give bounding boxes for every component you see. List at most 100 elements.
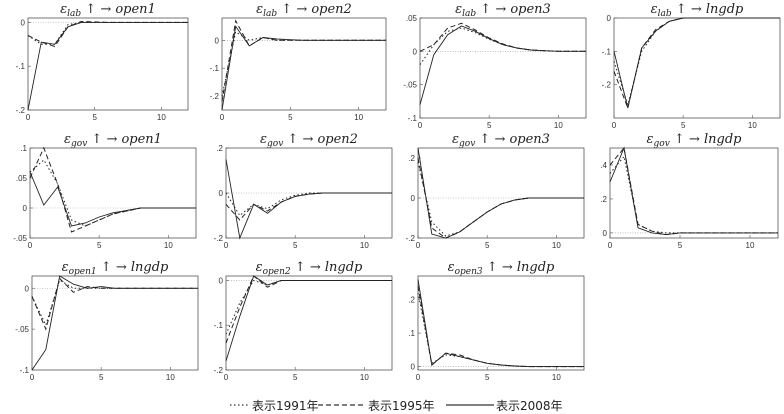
panel-gov-to-open3-title: εgov ↑ → open3 <box>452 132 550 149</box>
legend-label-2008: 表示2008年 <box>496 399 563 413</box>
panel-open1-to-lngdp-series-2008 <box>31 275 198 371</box>
panel-gov-to-lngdp-xtick-label: 0 <box>608 241 613 250</box>
panel-open1-to-lngdp-series-1991 <box>31 279 198 327</box>
panel-open2-to-lngdp-series-1991 <box>225 279 392 335</box>
panel-open3-to-lngdp-xtick-label: 5 <box>485 373 490 382</box>
panel-lab-to-open3-series-1991 <box>419 27 586 65</box>
panel-gov-to-lngdp-ytick-label: 0 <box>603 229 608 238</box>
panel-open3-to-lngdp-xtick-label: 0 <box>416 373 421 382</box>
panel-gov-to-open1-ytick-label: -.05 <box>13 234 27 243</box>
panel-lab-to-lngdp-xtick-label: 0 <box>612 121 617 130</box>
panel-lab-to-open1-ytick-label: -.1 <box>16 62 26 71</box>
panel-open3-to-lngdp-ytick-label: .2 <box>408 296 415 305</box>
panel-open2-to-lngdp-ytick-label: -.2 <box>214 366 224 375</box>
panel-gov-to-lngdp-xtick-label: 10 <box>746 241 755 250</box>
panel-gov-to-open3: εgov ↑ → open3-.20.20 5 10 <box>406 132 585 250</box>
panel-lab-to-open2: εlab ↑ → open2 -.2 -.1 0 0 5 10 <box>210 2 387 122</box>
panel-gov-to-open1-xtick-label: 5 <box>97 241 102 250</box>
panel-gov-to-open1-frame <box>29 147 197 239</box>
panel-gov-to-open3-ytick-label: -.2 <box>406 234 416 243</box>
panel-open3-to-lngdp-ytick-label: 0 <box>411 363 416 372</box>
panel-gov-to-open2-xtick-label: 10 <box>360 241 369 250</box>
panel-lab-to-open1-series-1991 <box>27 21 188 45</box>
panel-open1-to-lngdp-ytick-label: -.05 <box>15 325 29 334</box>
legend-label-1995: 表示1995年 <box>368 399 435 413</box>
panel-gov-to-open1-ytick-label: .1 <box>20 144 27 153</box>
panel-open1-to-lngdp-ytick-label: -.1 <box>20 366 30 375</box>
panel-gov-to-open2-xtick-label: 5 <box>293 241 298 250</box>
panel-lab-to-lngdp-title: εlab ↑ → lngdp <box>651 2 744 19</box>
panel-open3-to-lngdp-series-2008 <box>417 279 584 368</box>
panel-gov-to-open2-title: εgov ↑ → open2 <box>260 132 358 149</box>
panel-lab-to-open2-ytick-label: -.2 <box>210 92 220 101</box>
panel-gov-to-open1-ytick-label: .05 <box>16 174 28 183</box>
panel-gov-to-open2-ytick-label: .2 <box>216 144 223 153</box>
panel-lab-to-open1-title: εlab ↑ → open1 <box>60 2 156 19</box>
panel-open2-to-lngdp: εopen2 ↑ → lngdp -.2 -.1 0 0 5 10 <box>214 260 393 382</box>
panel-lab-to-lngdp: εlab ↑ → lngdp -.2 -.1 0 0 5 10 <box>602 2 781 130</box>
panel-lab-to-lngdp-ytick-label: -.1 <box>602 47 612 56</box>
panel-gov-to-lngdp-series-2008 <box>609 146 778 236</box>
panel-lab-to-open1-series-2008 <box>27 21 188 111</box>
panel-open1-to-lngdp-xtick-label: 0 <box>30 373 35 382</box>
panel-gov-to-open3-ytick-label: 0 <box>411 194 416 203</box>
panel-lab-to-open3-ytick-label: -.1 <box>408 114 418 123</box>
panel-gov-to-open2: εgov ↑ → open2-.20.20 5 10 <box>214 132 393 250</box>
panel-gov-to-open3-series-2008 <box>417 147 584 239</box>
panel-open3-to-lngdp-frame <box>417 275 585 371</box>
panel-gov-to-open3-ytick-label: .2 <box>408 154 415 163</box>
panel-gov-to-lngdp-series-1995 <box>609 146 778 236</box>
panel-gov-to-lngdp-series-1991 <box>609 155 778 234</box>
panel-open1-to-lngdp-xtick-label: 10 <box>166 373 175 382</box>
panel-lab-to-open3-ytick-label: -.05 <box>403 81 417 90</box>
panel-gov-to-lngdp-title: εgov ↑ → lngdp <box>647 132 743 149</box>
panel-gov-to-lngdp: εgov ↑ → lngdp 0 .2 .4 0 5 10 <box>600 132 779 250</box>
panel-gov-to-open1-series-1991 <box>29 159 196 227</box>
panel-open2-to-lngdp-ytick-label: -.1 <box>214 321 224 330</box>
panel-open1-to-lngdp-series-1995 <box>31 277 198 331</box>
panel-open3-to-lngdp: εopen3 ↑ → lngdp 0 .1 .2 0 5 10 <box>408 260 585 382</box>
panel-lab-to-lngdp-series-2008 <box>613 17 780 109</box>
panel-lab-to-open3-xtick-label: 0 <box>418 121 423 130</box>
panel-lab-to-lngdp-xtick-label: 10 <box>748 121 757 130</box>
panel-gov-to-open1-title: εgov ↑ → open1 <box>64 132 162 149</box>
panel-lab-to-open3-title: εlab ↑ → open3 <box>455 2 551 19</box>
panel-gov-to-open1: εgov ↑ → open1-.050.05.10 5 10 <box>13 132 197 250</box>
panel-lab-to-open3-series-2008 <box>419 25 586 105</box>
panel-lab-to-open3-ytick-label: .05 <box>406 14 418 23</box>
panel-gov-to-open3-xtick-label: 0 <box>416 241 421 250</box>
panel-gov-to-open1-ytick-label: 0 <box>23 204 28 213</box>
panel-lab-to-lngdp-xtick-label: 5 <box>681 121 686 130</box>
panel-lab-to-open3-xtick-label: 10 <box>554 121 563 130</box>
panel-open2-to-lngdp-series-1995 <box>225 275 392 344</box>
panel-gov-to-lngdp-frame <box>609 147 779 239</box>
panel-open2-to-lngdp-xtick-label: 10 <box>360 373 369 382</box>
panel-open2-to-lngdp-title: εopen2 ↑ → lngdp <box>256 260 363 277</box>
panel-lab-to-open2-frame <box>221 17 387 111</box>
panel-lab-to-open3-frame <box>419 17 587 119</box>
panel-gov-to-open3-frame <box>417 147 585 239</box>
panel-lab-to-open1: εlab ↑ → open1 -.2 -.1 0 0 5 10 <box>16 2 189 122</box>
panel-gov-to-lngdp-ytick-label: .2 <box>600 195 607 204</box>
panel-gov-to-open2-xtick-label: 0 <box>224 241 229 250</box>
panel-lab-to-open2-ytick-label: -.1 <box>210 64 220 73</box>
panel-gov-to-open3-series-1991 <box>417 161 584 237</box>
panel-open3-to-lngdp-title: εopen3 ↑ → lngdp <box>448 260 555 277</box>
panel-lab-to-open3-xtick-label: 5 <box>487 121 492 130</box>
legend: 表示1991年 表示1995年 表示2008年 <box>0 396 784 414</box>
panel-gov-to-open1-series-2008 <box>29 171 196 227</box>
panel-lab-to-open1-xtick-label: 0 <box>26 113 31 122</box>
panel-lab-to-open1-xtick-label: 10 <box>157 113 166 122</box>
panel-open2-to-lngdp-xtick-label: 5 <box>293 373 298 382</box>
panel-gov-to-open1-xtick-label: 10 <box>164 241 173 250</box>
panel-lab-to-open2-title: εlab ↑ → open2 <box>256 2 352 19</box>
panel-open2-to-lngdp-ytick-label: 0 <box>219 276 224 285</box>
panel-open1-to-lngdp-ytick-label: 0 <box>25 284 30 293</box>
panel-open1-to-lngdp-xtick-label: 5 <box>99 373 104 382</box>
panel-gov-to-lngdp-ytick-label: .4 <box>600 161 607 170</box>
panel-open3-to-lngdp-series-1995 <box>417 286 584 368</box>
panel-open3-to-lngdp-xtick-label: 10 <box>552 373 561 382</box>
panel-lab-to-open2-ytick-label: 0 <box>215 36 220 45</box>
panel-lab-to-open1-series-1995 <box>27 20 188 48</box>
